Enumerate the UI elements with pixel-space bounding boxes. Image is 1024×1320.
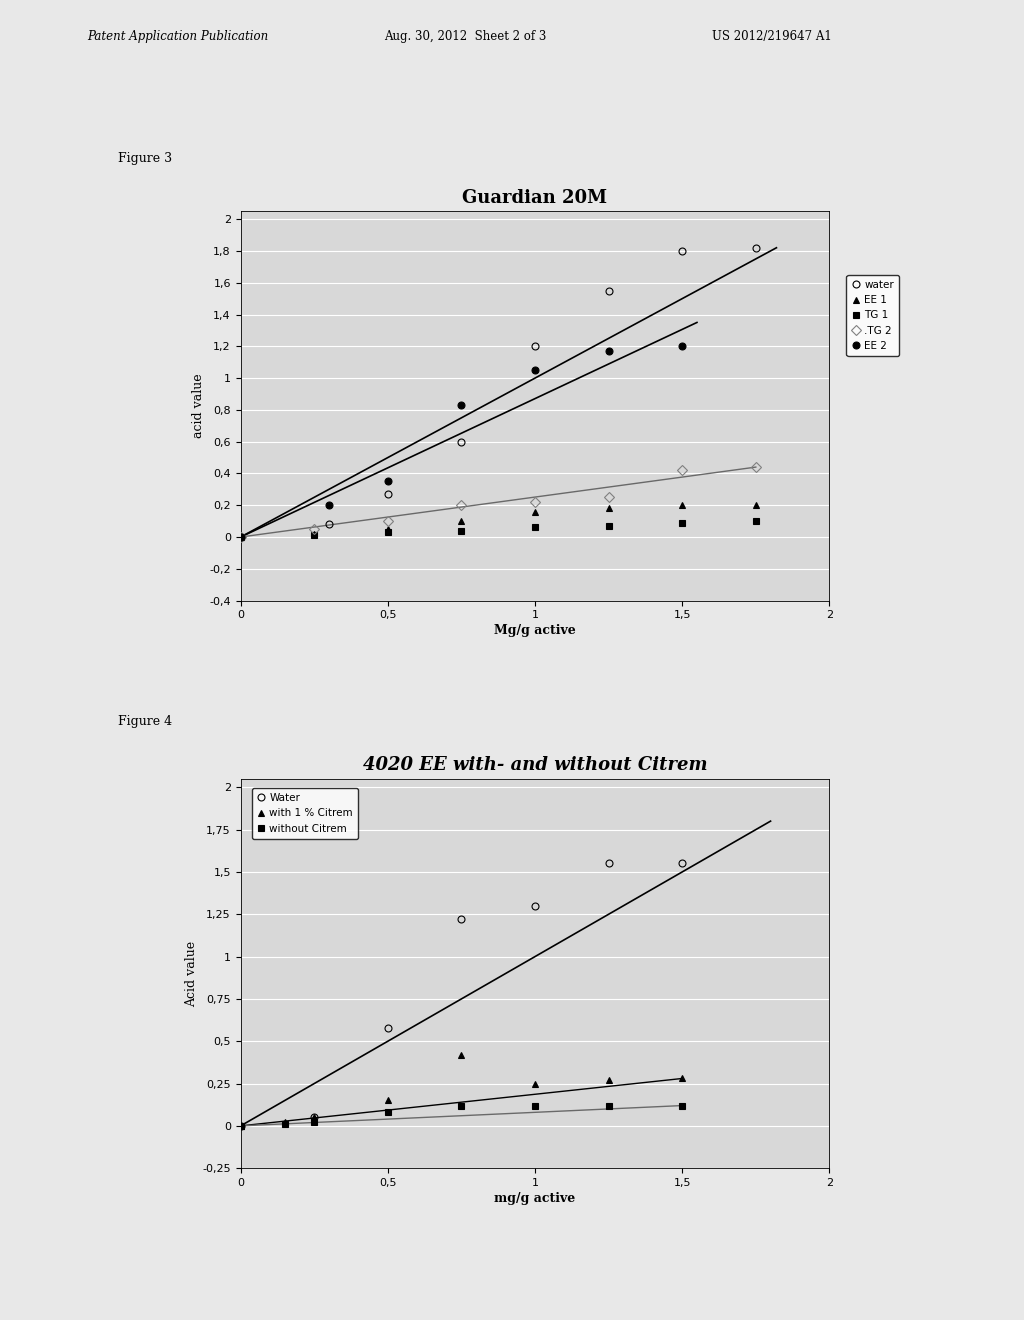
- Legend: Water, with 1 % Citrem, without Citrem: Water, with 1 % Citrem, without Citrem: [252, 788, 358, 838]
- Text: Aug. 30, 2012  Sheet 2 of 3: Aug. 30, 2012 Sheet 2 of 3: [384, 30, 547, 44]
- Legend: water, EE 1, TG 1, .TG 2, EE 2: water, EE 1, TG 1, .TG 2, EE 2: [847, 275, 899, 356]
- Title: Guardian 20M: Guardian 20M: [463, 189, 607, 207]
- Text: US 2012/219647 A1: US 2012/219647 A1: [712, 30, 831, 44]
- X-axis label: mg/g active: mg/g active: [495, 1192, 575, 1205]
- Title: 4020 EE with- and without Citrem: 4020 EE with- and without Citrem: [362, 756, 708, 775]
- Y-axis label: acid value: acid value: [193, 374, 205, 438]
- Text: Figure 4: Figure 4: [118, 715, 172, 729]
- Text: Patent Application Publication: Patent Application Publication: [87, 30, 268, 44]
- X-axis label: Mg/g active: Mg/g active: [495, 624, 575, 638]
- Y-axis label: Acid value: Acid value: [185, 940, 198, 1007]
- Text: Figure 3: Figure 3: [118, 152, 172, 165]
